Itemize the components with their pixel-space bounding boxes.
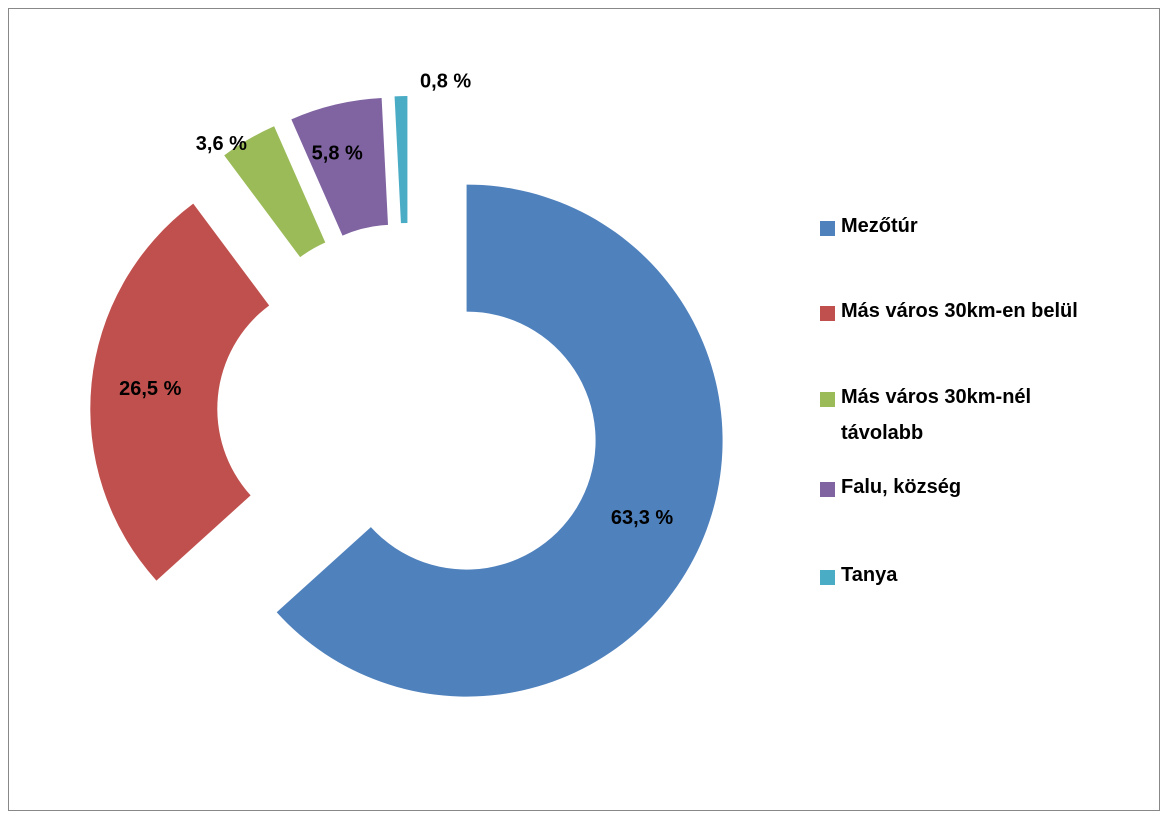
legend-swatch bbox=[820, 482, 835, 497]
legend-item: Tanya bbox=[820, 564, 1140, 593]
legend-label: Más város 30km-en belül bbox=[841, 300, 1078, 322]
donut-segment bbox=[291, 98, 389, 236]
data-label: 5,8 % bbox=[312, 142, 363, 164]
chart-border bbox=[8, 8, 1160, 811]
donut-segment bbox=[394, 96, 408, 224]
legend-item: Más város 30km-en belül bbox=[820, 300, 1140, 329]
donut-segment bbox=[224, 126, 326, 258]
data-label: 26,5 % bbox=[119, 378, 181, 400]
data-label: 3,6 % bbox=[196, 133, 247, 155]
legend-item: Más város 30km-nél távolabb bbox=[820, 386, 1140, 451]
legend-swatch bbox=[820, 221, 835, 236]
legend-swatch bbox=[820, 570, 835, 585]
data-label: 0,8 % bbox=[420, 70, 471, 92]
legend-swatch bbox=[820, 306, 835, 321]
data-label: 63,3 % bbox=[611, 507, 673, 529]
legend-label: Mezőtúr bbox=[841, 215, 918, 237]
legend-label: Falu, község bbox=[841, 476, 962, 498]
legend-swatch bbox=[820, 392, 835, 407]
donut-segment bbox=[90, 203, 270, 581]
legend-item: Mezőtúr bbox=[820, 215, 1140, 244]
legend-item: Falu, község bbox=[820, 476, 1140, 505]
legend-label: Tanya bbox=[841, 564, 898, 586]
legend-label: Más város 30km-nél távolabb bbox=[841, 386, 1032, 444]
donut-segment bbox=[276, 184, 723, 697]
